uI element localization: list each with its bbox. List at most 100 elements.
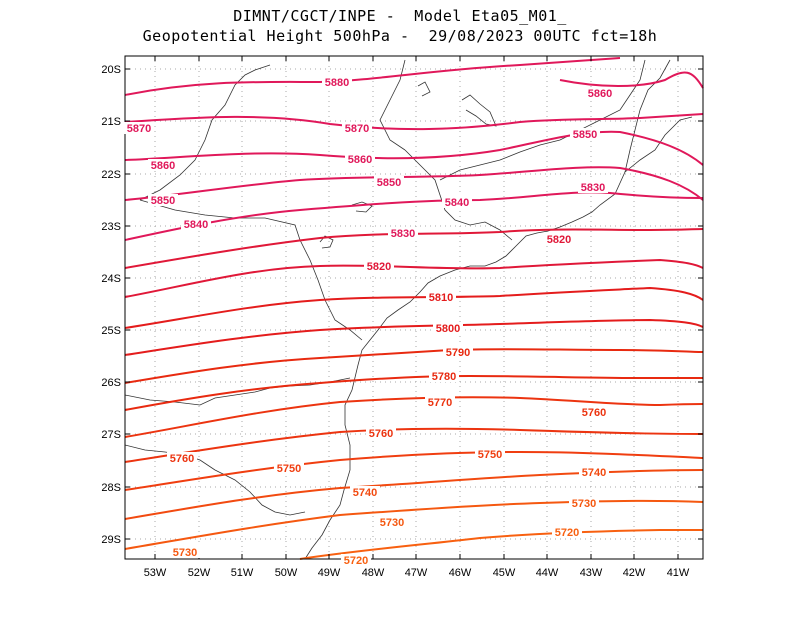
lon-tick-label: 51W xyxy=(231,567,254,579)
contour-label: 5870 xyxy=(127,123,151,135)
contour-line xyxy=(124,166,704,201)
contour-label: 5850 xyxy=(151,195,175,207)
contour-label: 5730 xyxy=(380,517,404,529)
contour-label-bg xyxy=(374,176,404,188)
lon-tick-label: 45W xyxy=(493,567,516,579)
contour-label-bg xyxy=(388,227,418,239)
lat-tick-label: 21S xyxy=(101,116,121,128)
contour-label-bg xyxy=(342,122,372,134)
contour-label: 5810 xyxy=(429,292,453,304)
reservoir xyxy=(461,94,497,127)
contour-label-bg xyxy=(170,546,200,558)
state-border xyxy=(139,64,271,201)
contour-label: 5820 xyxy=(547,234,571,246)
contour-line xyxy=(299,528,703,560)
contour-label-bg xyxy=(570,128,600,140)
contour-label-bg xyxy=(475,448,505,460)
contour-label-bg xyxy=(425,396,455,408)
contour-label-bg xyxy=(544,233,574,245)
contour-label-bg xyxy=(579,466,609,478)
contour-line xyxy=(124,396,704,438)
contour-label: 5720 xyxy=(344,555,368,567)
lon-tick-label: 53W xyxy=(144,567,167,579)
lon-tick-label: 43W xyxy=(580,567,603,579)
contour-label-bg xyxy=(579,406,609,418)
contour-line xyxy=(124,450,704,491)
contour-label: 5720 xyxy=(555,527,579,539)
contour-label: 5860 xyxy=(588,88,612,100)
contour-label-bg xyxy=(578,181,608,193)
contour-label-bg xyxy=(442,196,472,208)
lat-tick-label: 27S xyxy=(101,429,121,441)
state-border xyxy=(404,149,513,241)
lon-tick-label: 46W xyxy=(449,567,472,579)
reservoir xyxy=(351,201,373,213)
contour-label-bg xyxy=(426,291,456,303)
contour-label-bg xyxy=(377,516,407,528)
contour-line xyxy=(124,258,704,298)
lon-tick-label: 50W xyxy=(275,567,298,579)
lon-tick-label: 42W xyxy=(623,567,646,579)
lat-tick-label: 26S xyxy=(101,377,121,389)
contour-label: 5840 xyxy=(184,219,208,231)
geopotential-contours xyxy=(124,57,704,560)
lat-tick-label: 25S xyxy=(101,325,121,337)
contour-label: 5760 xyxy=(582,407,606,419)
contour-label: 5820 xyxy=(367,261,391,273)
contour-label: 5830 xyxy=(581,182,605,194)
plot-frame xyxy=(124,55,704,560)
contour-label-bg xyxy=(322,76,352,88)
contour-line xyxy=(124,286,704,329)
contour-line xyxy=(124,57,621,96)
state-border xyxy=(624,59,671,173)
contour-line xyxy=(124,469,704,520)
lat-tick-label: 29S xyxy=(101,534,121,546)
lon-tick-label: 52W xyxy=(188,567,211,579)
state-border xyxy=(379,59,406,151)
contour-label-bg xyxy=(364,260,394,272)
contour-label: 5800 xyxy=(436,323,460,335)
contour-label: 5740 xyxy=(353,487,377,499)
contour-line xyxy=(124,130,704,166)
contour-line xyxy=(124,427,704,463)
contour-label-bg xyxy=(124,122,154,134)
lon-tick-label: 47W xyxy=(405,567,428,579)
contour-label: 5780 xyxy=(432,371,456,383)
contour-label-bg xyxy=(585,87,615,99)
contour-label: 5790 xyxy=(446,347,470,359)
contour-label: 5860 xyxy=(348,154,372,166)
map-title-line-2: Geopotential Height 500hPa - 29/08/2023 … xyxy=(142,27,658,45)
contour-label: 5750 xyxy=(277,463,301,475)
contour-label: 5750 xyxy=(478,449,502,461)
lon-tick-label: 49W xyxy=(318,567,341,579)
contour-label-bg xyxy=(148,159,178,171)
lat-tick-label: 28S xyxy=(101,482,121,494)
contour-label-bg xyxy=(167,452,197,464)
contour-label-bg xyxy=(433,322,463,334)
contour-line xyxy=(124,374,703,411)
contour-label: 5870 xyxy=(345,123,369,135)
contour-label: 5830 xyxy=(391,228,415,240)
contour-label-bg xyxy=(569,497,599,509)
state-border xyxy=(439,59,646,181)
contour-line xyxy=(559,71,704,89)
contour-line xyxy=(124,228,704,269)
map-title-line-1: DIMNT/CGCT/INPE - Model Eta05_M01_ xyxy=(233,7,567,25)
contour-label: 5840 xyxy=(445,197,469,209)
contour-label: 5740 xyxy=(582,467,606,479)
lon-tick-label: 41W xyxy=(667,567,690,579)
contour-label: 5850 xyxy=(573,129,597,141)
contour-label-bg xyxy=(341,554,371,566)
lat-tick-label: 20S xyxy=(101,64,121,76)
contour-label: 5860 xyxy=(151,160,175,172)
lon-tick-label: 44W xyxy=(536,567,559,579)
contour-label: 5760 xyxy=(170,453,194,465)
lat-tick-label: 23S xyxy=(101,221,121,233)
contour-label-bg xyxy=(345,153,375,165)
contour-label-bg xyxy=(552,526,582,538)
contour-label: 5850 xyxy=(377,177,401,189)
contour-label: 5770 xyxy=(428,397,452,409)
contour-label-bg xyxy=(429,370,459,382)
